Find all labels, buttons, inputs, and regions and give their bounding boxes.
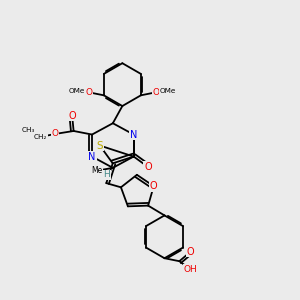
Text: O: O [152, 88, 159, 97]
Text: O: O [150, 181, 158, 191]
Text: S: S [97, 140, 103, 151]
Text: O: O [144, 162, 152, 172]
Text: O: O [68, 110, 76, 121]
Text: H: H [103, 170, 110, 179]
Text: OH: OH [184, 265, 197, 274]
Text: N: N [88, 152, 96, 161]
Text: OMe: OMe [68, 88, 85, 94]
Text: Me: Me [91, 166, 102, 175]
Text: CH₂: CH₂ [34, 134, 47, 140]
Text: O: O [187, 247, 194, 257]
Text: O: O [85, 88, 92, 97]
Text: OMe: OMe [160, 88, 176, 94]
Text: O: O [52, 130, 59, 139]
Text: N: N [130, 130, 137, 140]
Text: CH₃: CH₃ [21, 128, 34, 134]
